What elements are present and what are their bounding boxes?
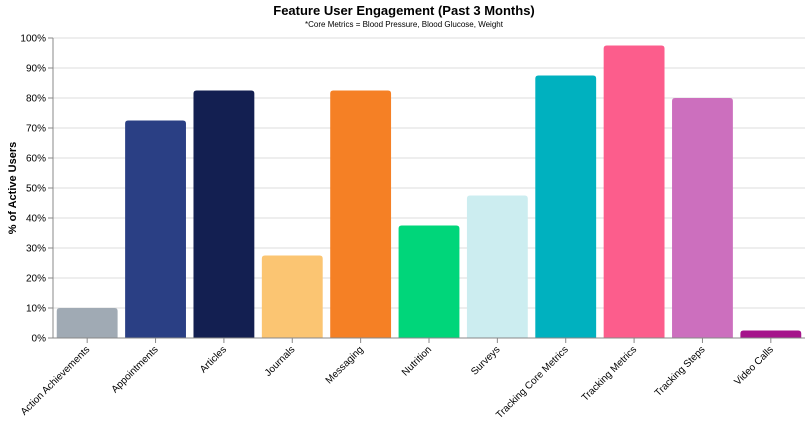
y-tick-label: 0% [32, 334, 47, 345]
bars [56, 45, 802, 338]
bar-video-calls [740, 330, 802, 338]
y-tick-label: 60% [26, 154, 46, 165]
bar-messaging [330, 90, 392, 338]
x-tick-label: Messaging [324, 344, 366, 386]
x-tick-label: Articles [198, 344, 229, 375]
y-tick-label: 40% [26, 214, 46, 225]
x-tick-label: Appointments [110, 344, 161, 395]
y-tick-label: 30% [26, 244, 46, 255]
x-tick-label: Tracking Metrics [580, 344, 639, 403]
y-tick-label: 20% [26, 274, 46, 285]
y-tick-label: 50% [26, 184, 46, 195]
y-tick-label: 80% [26, 94, 46, 105]
y-tick-label: 10% [26, 304, 46, 315]
y-tick-label: 100% [20, 34, 46, 45]
bar-appointments [125, 120, 186, 338]
bar-nutrition [398, 225, 460, 338]
bar-tracking-metrics [603, 45, 665, 338]
x-tick-label: Tracking Steps [653, 344, 708, 399]
y-axis-title: % of Active Users [7, 142, 19, 235]
x-tick-label: Action Achievements [19, 344, 92, 417]
x-tick-label: Journals [263, 344, 298, 379]
bar-action-achievements [56, 308, 118, 338]
bar-tracking-core-metrics [535, 75, 597, 338]
bar-journals [261, 255, 323, 338]
x-tick-label: Tracking Core Metrics [494, 344, 571, 421]
y-tick-label: 70% [26, 124, 46, 135]
x-tick-label: Nutrition [400, 344, 434, 378]
x-tick-label: Video Calls [733, 344, 776, 387]
chart-title: Feature User Engagement (Past 3 Months) [273, 3, 535, 18]
bar-surveys [466, 195, 528, 338]
y-tick-label: 90% [26, 64, 46, 75]
bar-articles [193, 90, 255, 338]
chart-subtitle: *Core Metrics = Blood Pressure, Blood Gl… [305, 20, 503, 29]
bar-tracking-steps [672, 98, 733, 338]
x-tick-label: Surveys [469, 344, 502, 377]
